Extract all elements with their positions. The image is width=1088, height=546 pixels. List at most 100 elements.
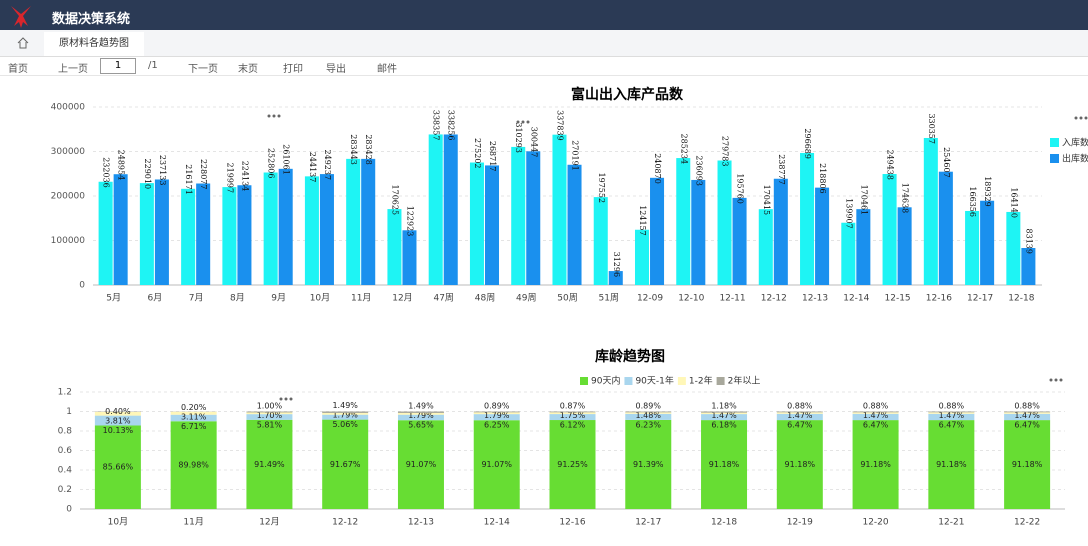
data-label: 229010 xyxy=(143,159,152,190)
data-label: 1.49% xyxy=(332,401,358,410)
data-label: 270191 xyxy=(571,140,580,171)
bar-segment xyxy=(397,414,444,421)
chart-title: 富山出入库产品数 xyxy=(571,86,684,103)
bar xyxy=(965,210,980,285)
bar-segment xyxy=(852,413,899,421)
next-page[interactable]: 下一页 xyxy=(188,64,218,75)
first-page[interactable]: 首页 xyxy=(8,64,28,75)
x-tick-label: 49周 xyxy=(516,293,536,304)
data-label: 85.66% xyxy=(103,463,134,472)
data-label: 237133 xyxy=(158,155,167,186)
bar xyxy=(691,179,706,285)
legend-swatch xyxy=(677,377,686,385)
data-label: 91.25% xyxy=(557,460,588,469)
bar-segment xyxy=(549,412,596,415)
bar xyxy=(387,209,402,285)
data-label: 249438 xyxy=(886,149,895,180)
legend-label: 1-2年 xyxy=(689,375,713,387)
bar xyxy=(469,162,484,285)
bar xyxy=(113,174,128,285)
bar xyxy=(237,185,252,285)
bar xyxy=(593,197,608,285)
legend-swatch xyxy=(580,377,588,385)
data-label: 248954 xyxy=(117,150,126,181)
mail[interactable]: 邮件 xyxy=(377,64,397,75)
data-label: 244137 xyxy=(308,152,317,183)
more-icons xyxy=(267,114,1088,401)
bar xyxy=(567,164,582,285)
x-tick-label: 12-20 xyxy=(862,518,888,528)
bar xyxy=(181,188,196,285)
data-label: 1.47% xyxy=(1014,411,1040,420)
x-tick-label: 12-15 xyxy=(885,294,911,304)
bar-segment xyxy=(776,420,823,509)
bar-segment xyxy=(928,411,975,413)
x-tick-label: 12-19 xyxy=(787,518,813,528)
y-tick-label: 300000 xyxy=(51,147,86,157)
bar xyxy=(278,168,293,285)
data-label: 0.88% xyxy=(787,402,813,411)
data-label: 330357 xyxy=(927,113,936,144)
bar xyxy=(319,174,334,285)
data-label: 0.40% xyxy=(105,407,131,416)
print[interactable]: 打印 xyxy=(283,64,303,75)
bar-segment xyxy=(928,420,975,509)
bar-segment xyxy=(701,414,748,421)
x-tick-label: 7月 xyxy=(189,293,204,304)
data-label: 0.20% xyxy=(181,403,207,412)
data-label: 3.11% xyxy=(181,412,207,421)
data-label: 224134 xyxy=(240,161,249,192)
bar xyxy=(222,187,237,285)
x-tick-label: 12-14 xyxy=(484,518,510,528)
bar-segment xyxy=(397,412,444,415)
last-page[interactable]: 末页 xyxy=(238,64,258,75)
x-tick-label: 12-14 xyxy=(843,294,869,304)
bar xyxy=(98,181,113,285)
export[interactable]: 导出 xyxy=(326,64,346,75)
bar-segment xyxy=(701,411,748,413)
data-label: 6.23% xyxy=(636,420,662,429)
tab[interactable]: 原材料各趋势图 xyxy=(44,32,144,56)
data-label: 6.12% xyxy=(560,421,586,430)
bar-segment xyxy=(473,412,520,415)
data-label: 1.47% xyxy=(787,411,813,420)
data-label: 1.48% xyxy=(636,411,662,420)
data-label: 91.07% xyxy=(481,460,512,469)
x-tick-label: 12-22 xyxy=(1014,518,1040,528)
data-label: 0.88% xyxy=(863,402,889,411)
data-label: 218806 xyxy=(818,163,827,194)
bar-segment xyxy=(776,411,823,413)
data-label: 91.18% xyxy=(785,460,816,469)
x-tick-label: 12-09 xyxy=(637,294,663,304)
data-label: 91.39% xyxy=(633,460,664,469)
data-label: 1.79% xyxy=(332,411,358,420)
bar xyxy=(526,151,541,285)
bar xyxy=(1006,211,1021,285)
home-icon[interactable] xyxy=(16,36,30,50)
data-label: 228077 xyxy=(199,159,208,190)
data-label: 91.18% xyxy=(936,460,967,469)
bar xyxy=(263,172,278,285)
y-tick-label: 100000 xyxy=(51,236,86,246)
data-label: 170625 xyxy=(390,185,399,216)
data-label: 139907 xyxy=(844,198,853,229)
bar-segment xyxy=(170,421,217,509)
x-tick-label: 12-16 xyxy=(926,294,952,304)
data-label: 1.18% xyxy=(711,402,737,411)
bar-segment xyxy=(246,414,293,420)
bar-segment xyxy=(776,412,823,414)
prev-page[interactable]: 上一页 xyxy=(58,64,88,75)
bar-segment xyxy=(549,420,596,509)
data-label: 310293 xyxy=(514,122,523,153)
data-label: 300447 xyxy=(529,127,538,158)
data-label: 5.81% xyxy=(257,420,283,429)
data-label: 31296 xyxy=(612,252,621,277)
bar-segment xyxy=(94,411,141,416)
legend-swatch xyxy=(716,377,725,385)
bar xyxy=(443,134,458,285)
bar xyxy=(552,134,567,285)
data-label: 197552 xyxy=(597,173,606,204)
page-total: /1 xyxy=(148,60,158,71)
page-input[interactable]: 1 xyxy=(100,58,136,74)
data-label: 232036 xyxy=(102,157,111,188)
